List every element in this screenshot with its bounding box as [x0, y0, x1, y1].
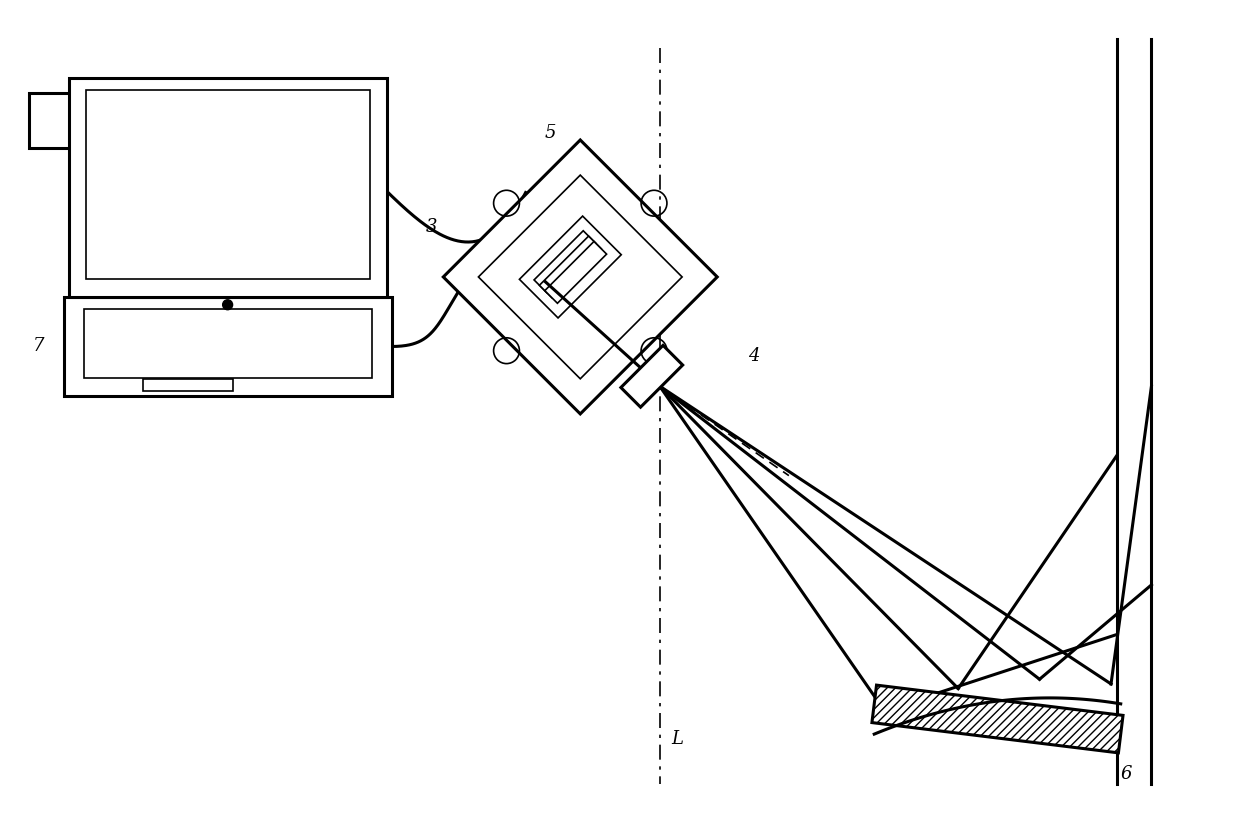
Text: 5: 5 [544, 124, 557, 142]
Circle shape [223, 300, 233, 309]
Text: 1: 1 [77, 155, 88, 173]
Polygon shape [539, 236, 601, 298]
Bar [136, 110, 150, 130]
Bar [68, 79, 387, 297]
Bar [83, 308, 372, 378]
Text: 3: 3 [425, 218, 436, 237]
Polygon shape [520, 216, 621, 318]
Text: L: L [672, 730, 683, 748]
Text: 6: 6 [1121, 765, 1132, 782]
Polygon shape [872, 686, 1123, 753]
Text: α: α [629, 319, 641, 335]
Text: 7: 7 [33, 338, 45, 355]
Polygon shape [621, 345, 683, 407]
Polygon shape [479, 175, 682, 379]
Polygon shape [544, 242, 606, 303]
Bar [86, 90, 370, 279]
Text: 4: 4 [749, 348, 760, 365]
Bar [63, 297, 392, 396]
Text: FP: FP [510, 229, 532, 246]
Bar [179, 93, 285, 148]
Text: 2: 2 [226, 155, 237, 173]
Text: F: F [558, 232, 569, 248]
Bar [29, 93, 136, 148]
Polygon shape [534, 231, 596, 293]
Bar [143, 380, 233, 391]
Polygon shape [443, 140, 717, 414]
